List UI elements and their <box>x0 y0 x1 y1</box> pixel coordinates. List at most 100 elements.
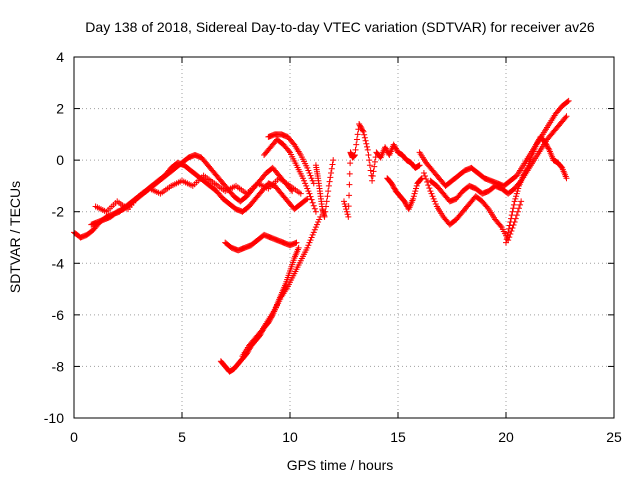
data-point <box>535 137 542 144</box>
data-point <box>352 146 359 153</box>
data-point <box>425 182 432 189</box>
data-point <box>508 212 515 219</box>
data-point <box>329 161 336 168</box>
data-point <box>361 134 368 141</box>
data-point <box>285 148 292 155</box>
data-point <box>325 182 332 189</box>
x-tick-label: 20 <box>498 429 514 445</box>
data-point <box>510 201 517 208</box>
data-point <box>371 163 378 170</box>
data-point <box>309 177 316 184</box>
data-point <box>367 167 374 174</box>
data-point <box>562 114 569 121</box>
series-track-8 <box>261 136 319 215</box>
data-point <box>346 181 353 188</box>
axes: 0 5 10 15 20 25 -10 -8 -6 -4 -2 0 2 4 <box>44 49 622 445</box>
data-point <box>389 182 396 189</box>
data-point <box>390 184 397 191</box>
data-point <box>366 162 373 169</box>
data-point <box>353 136 360 143</box>
data-point <box>347 160 354 167</box>
data-point <box>484 204 491 211</box>
y-axis-label: SDTVAR / TECUs <box>7 181 23 293</box>
data-point <box>523 166 530 173</box>
data-point <box>542 140 549 147</box>
data-point <box>323 198 330 205</box>
data-point <box>565 97 572 104</box>
data-point <box>564 98 571 105</box>
y-tick-label: -10 <box>44 410 64 426</box>
data-point <box>358 124 365 131</box>
data-point <box>310 202 317 209</box>
data-point <box>423 176 430 183</box>
data-point <box>390 141 397 148</box>
data-point <box>304 164 311 171</box>
y-tick-label: 4 <box>56 49 64 65</box>
data-point <box>504 232 511 239</box>
data-point <box>257 328 264 335</box>
data-point <box>418 175 425 182</box>
series-track-13 <box>427 113 570 205</box>
data-point <box>503 236 510 243</box>
data-point <box>510 205 517 212</box>
data-point <box>308 196 315 203</box>
data-point <box>341 198 347 205</box>
data-points <box>71 97 572 375</box>
data-point <box>412 188 419 195</box>
data-point <box>312 224 319 231</box>
data-point <box>354 131 361 138</box>
series-track-15 <box>503 133 570 246</box>
data-point <box>299 175 306 182</box>
data-point <box>359 126 365 133</box>
data-point <box>306 170 313 177</box>
data-point <box>515 185 522 192</box>
data-point <box>307 237 314 244</box>
data-point <box>383 146 390 153</box>
data-point <box>505 229 512 236</box>
x-tick-label: 10 <box>282 429 298 445</box>
data-point <box>353 141 360 148</box>
data-point <box>507 219 514 226</box>
data-point <box>513 190 520 197</box>
data-point <box>514 188 521 195</box>
data-point <box>513 193 520 200</box>
data-point <box>382 145 389 152</box>
data-point <box>391 142 398 149</box>
data-point <box>310 180 317 187</box>
data-point <box>366 157 373 164</box>
data-point <box>430 195 437 202</box>
data-point <box>308 175 315 182</box>
data-point <box>293 239 300 246</box>
data-point <box>512 195 519 202</box>
data-point <box>431 198 438 205</box>
series-track-10 <box>341 121 423 220</box>
data-point <box>369 177 376 184</box>
data-point <box>328 165 335 172</box>
data-point <box>505 225 512 232</box>
chart-title: Day 138 of 2018, Sidereal Day-to-day VTE… <box>85 19 595 35</box>
data-point <box>523 167 530 174</box>
data-point <box>497 222 504 229</box>
data-point <box>428 190 435 197</box>
data-point <box>429 193 436 200</box>
series-track-11 <box>384 175 425 213</box>
data-point <box>304 185 311 192</box>
data-point <box>426 185 433 192</box>
data-point <box>328 170 335 177</box>
data-point <box>520 172 527 179</box>
data-point <box>521 171 527 178</box>
data-point <box>432 200 439 207</box>
data-point <box>364 143 371 150</box>
data-point <box>310 229 317 236</box>
data-point <box>513 212 520 219</box>
data-point <box>424 179 431 186</box>
y-tick-label: -6 <box>52 307 65 323</box>
data-point <box>370 168 377 175</box>
data-point <box>393 146 400 153</box>
data-point <box>402 200 409 207</box>
data-point <box>360 128 367 135</box>
data-point <box>345 203 352 210</box>
y-tick-label: -8 <box>52 358 65 374</box>
data-point <box>518 198 525 205</box>
data-point <box>359 127 366 134</box>
